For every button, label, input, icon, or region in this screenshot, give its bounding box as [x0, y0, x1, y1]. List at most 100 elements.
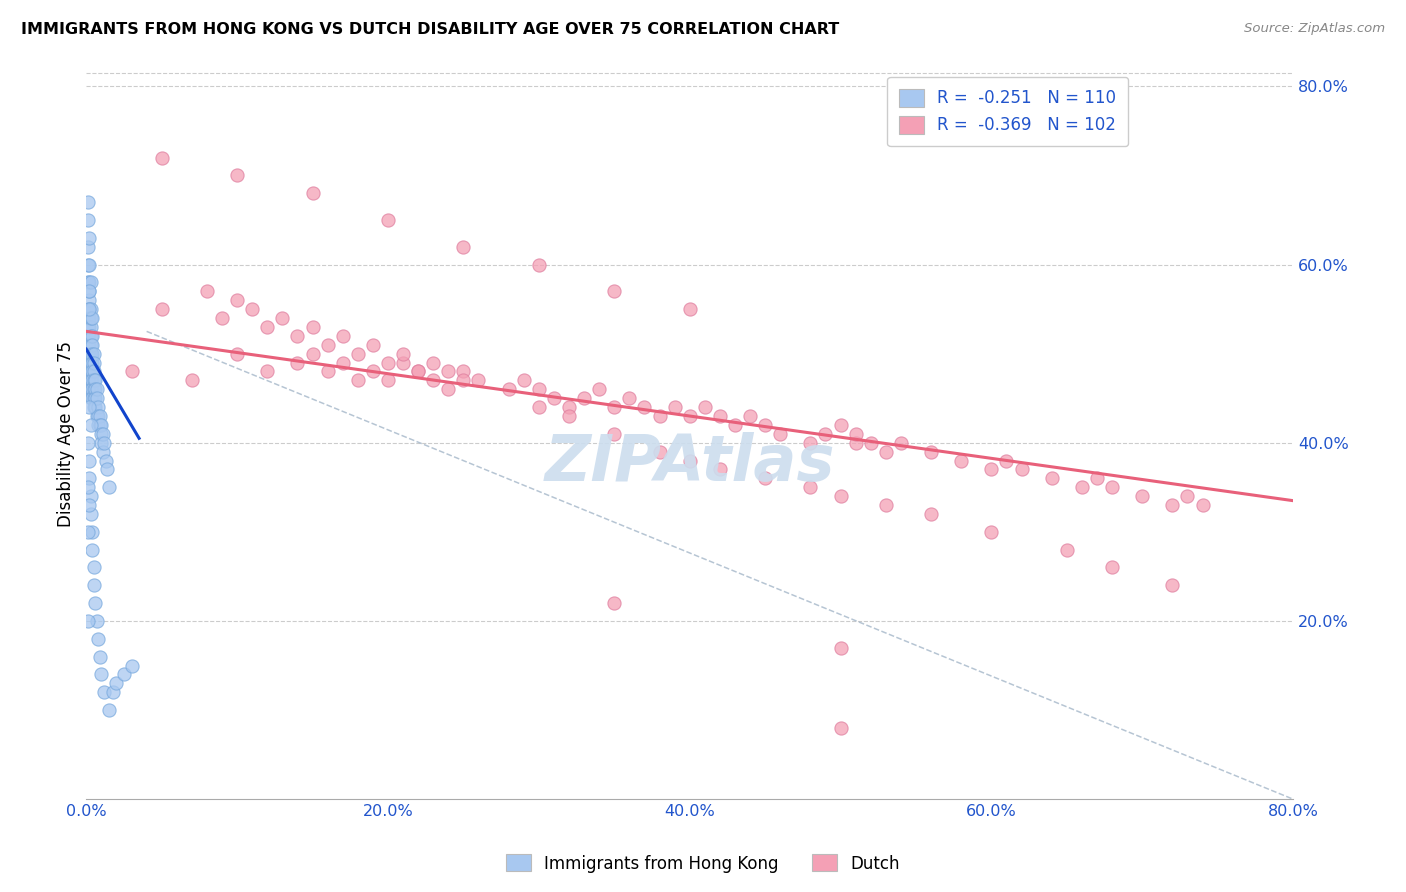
Point — [80, 346, 103, 360]
Point — [79, 471, 101, 485]
Point — [83, 578, 105, 592]
Point — [603, 596, 626, 610]
Point — [920, 444, 942, 458]
Point — [799, 435, 821, 450]
Point — [97, 480, 120, 494]
Point — [572, 391, 595, 405]
Point — [890, 435, 912, 450]
Point — [76, 258, 98, 272]
Point — [1191, 498, 1213, 512]
Point — [76, 302, 98, 317]
Point — [287, 328, 309, 343]
Point — [287, 355, 309, 369]
Point — [89, 649, 111, 664]
Point — [79, 311, 101, 326]
Point — [859, 435, 882, 450]
Point — [79, 373, 101, 387]
Point — [80, 507, 103, 521]
Y-axis label: Disability Age Over 75: Disability Age Over 75 — [58, 341, 75, 527]
Point — [86, 409, 108, 423]
Point — [950, 453, 973, 467]
Point — [527, 258, 550, 272]
Point — [90, 435, 112, 450]
Point — [121, 658, 143, 673]
Point — [80, 276, 103, 290]
Point — [709, 409, 731, 423]
Point — [301, 186, 323, 201]
Point — [79, 293, 101, 308]
Point — [80, 355, 103, 369]
Point — [83, 364, 105, 378]
Point — [84, 400, 107, 414]
Point — [679, 409, 702, 423]
Point — [84, 373, 107, 387]
Point — [79, 258, 101, 272]
Point — [301, 319, 323, 334]
Point — [467, 373, 489, 387]
Point — [82, 355, 104, 369]
Point — [80, 373, 103, 387]
Point — [87, 417, 110, 432]
Point — [79, 382, 101, 396]
Legend: Immigrants from Hong Kong, Dutch: Immigrants from Hong Kong, Dutch — [499, 847, 907, 880]
Point — [226, 293, 249, 308]
Point — [1056, 542, 1078, 557]
Point — [406, 364, 429, 378]
Point — [82, 311, 104, 326]
Point — [121, 364, 143, 378]
Point — [82, 373, 104, 387]
Point — [82, 328, 104, 343]
Point — [80, 319, 103, 334]
Point — [648, 409, 671, 423]
Point — [754, 417, 776, 432]
Point — [76, 614, 98, 628]
Point — [980, 524, 1002, 539]
Point — [83, 346, 105, 360]
Text: Source: ZipAtlas.com: Source: ZipAtlas.com — [1244, 22, 1385, 36]
Point — [1130, 489, 1153, 503]
Point — [875, 498, 897, 512]
Point — [603, 285, 626, 299]
Point — [240, 302, 263, 317]
Point — [76, 276, 98, 290]
Point — [80, 337, 103, 351]
Point — [83, 382, 105, 396]
Point — [84, 596, 107, 610]
Point — [377, 373, 399, 387]
Point — [86, 391, 108, 405]
Point — [648, 444, 671, 458]
Point — [195, 285, 218, 299]
Point — [93, 685, 115, 699]
Point — [112, 667, 135, 681]
Point — [346, 373, 368, 387]
Point — [1161, 578, 1184, 592]
Point — [633, 400, 655, 414]
Point — [79, 355, 101, 369]
Point — [830, 721, 852, 735]
Point — [80, 364, 103, 378]
Point — [271, 311, 294, 326]
Point — [79, 453, 101, 467]
Point — [1161, 498, 1184, 512]
Point — [82, 524, 104, 539]
Point — [422, 355, 444, 369]
Point — [96, 462, 118, 476]
Point — [558, 409, 581, 423]
Point — [87, 632, 110, 646]
Point — [82, 391, 104, 405]
Point — [76, 373, 98, 387]
Point — [76, 195, 98, 210]
Point — [769, 426, 792, 441]
Point — [105, 676, 128, 690]
Point — [361, 364, 384, 378]
Point — [693, 400, 716, 414]
Point — [87, 409, 110, 423]
Point — [1070, 480, 1092, 494]
Point — [76, 319, 98, 334]
Point — [76, 435, 98, 450]
Point — [150, 302, 173, 317]
Point — [332, 328, 354, 343]
Point — [90, 667, 112, 681]
Point — [86, 614, 108, 628]
Point — [527, 400, 550, 414]
